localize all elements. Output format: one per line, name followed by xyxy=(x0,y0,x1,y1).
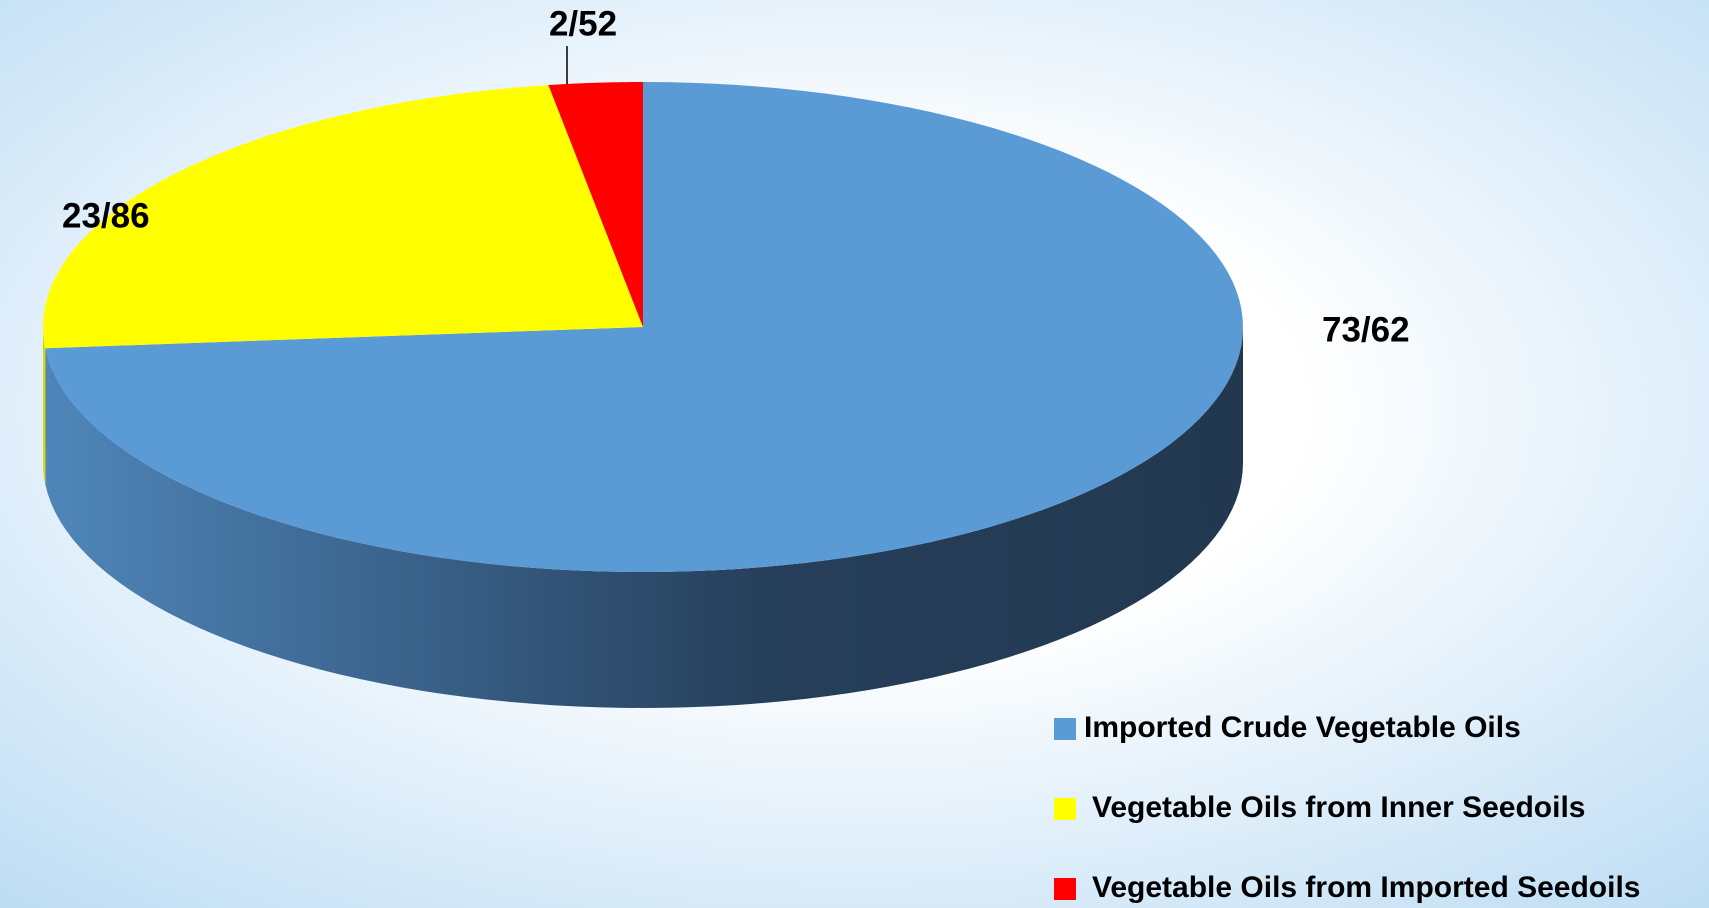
data-label: 23/86 xyxy=(62,196,150,235)
data-label: 2/52 xyxy=(549,4,617,43)
slice xyxy=(43,85,643,349)
legend-swatch xyxy=(1054,718,1076,740)
slice xyxy=(548,82,643,327)
legend-label: Imported Crude Vegetable Oils xyxy=(1084,711,1521,744)
legend-label: Vegetable Oils from Imported Seedoils xyxy=(1092,871,1640,904)
slice-side xyxy=(43,327,46,485)
legend-label: Vegetable Oils from Inner Seedoils xyxy=(1092,791,1586,824)
legend-swatch xyxy=(1054,878,1076,900)
slice-side xyxy=(45,327,1244,708)
slice xyxy=(45,82,1243,572)
data-label: 73/62 xyxy=(1322,310,1410,349)
legend-swatch xyxy=(1054,798,1076,820)
